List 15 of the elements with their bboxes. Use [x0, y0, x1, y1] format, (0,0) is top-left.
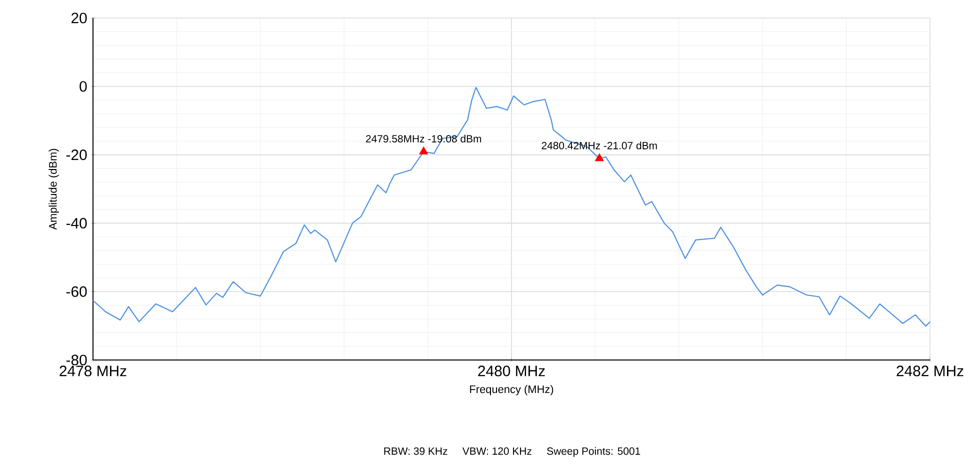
y-tick-label: -60	[66, 286, 87, 297]
x-tick-label: 2480 MHz	[478, 366, 545, 376]
y-axis-title: Amplitude (dBm)	[48, 148, 59, 230]
y-tick-label: -40	[66, 218, 87, 228]
y-tick-label: -20	[66, 150, 87, 160]
x-axis-title: Frequency (MHz)	[470, 385, 554, 396]
y-tick-label: -80	[66, 354, 87, 366]
x-tick-label: 2478 MHz	[60, 366, 126, 376]
text: VBW: 120 KHz	[462, 447, 532, 455]
y-tick-label: 0	[80, 81, 87, 92]
y-tick-label: 20	[71, 12, 87, 24]
line-series	[92, 86, 931, 327]
x-tick-label: 2482 MHz	[896, 366, 964, 376]
text: RBW: 39 KHz	[384, 447, 448, 455]
text: Sweep Points: 5001	[547, 447, 640, 457]
